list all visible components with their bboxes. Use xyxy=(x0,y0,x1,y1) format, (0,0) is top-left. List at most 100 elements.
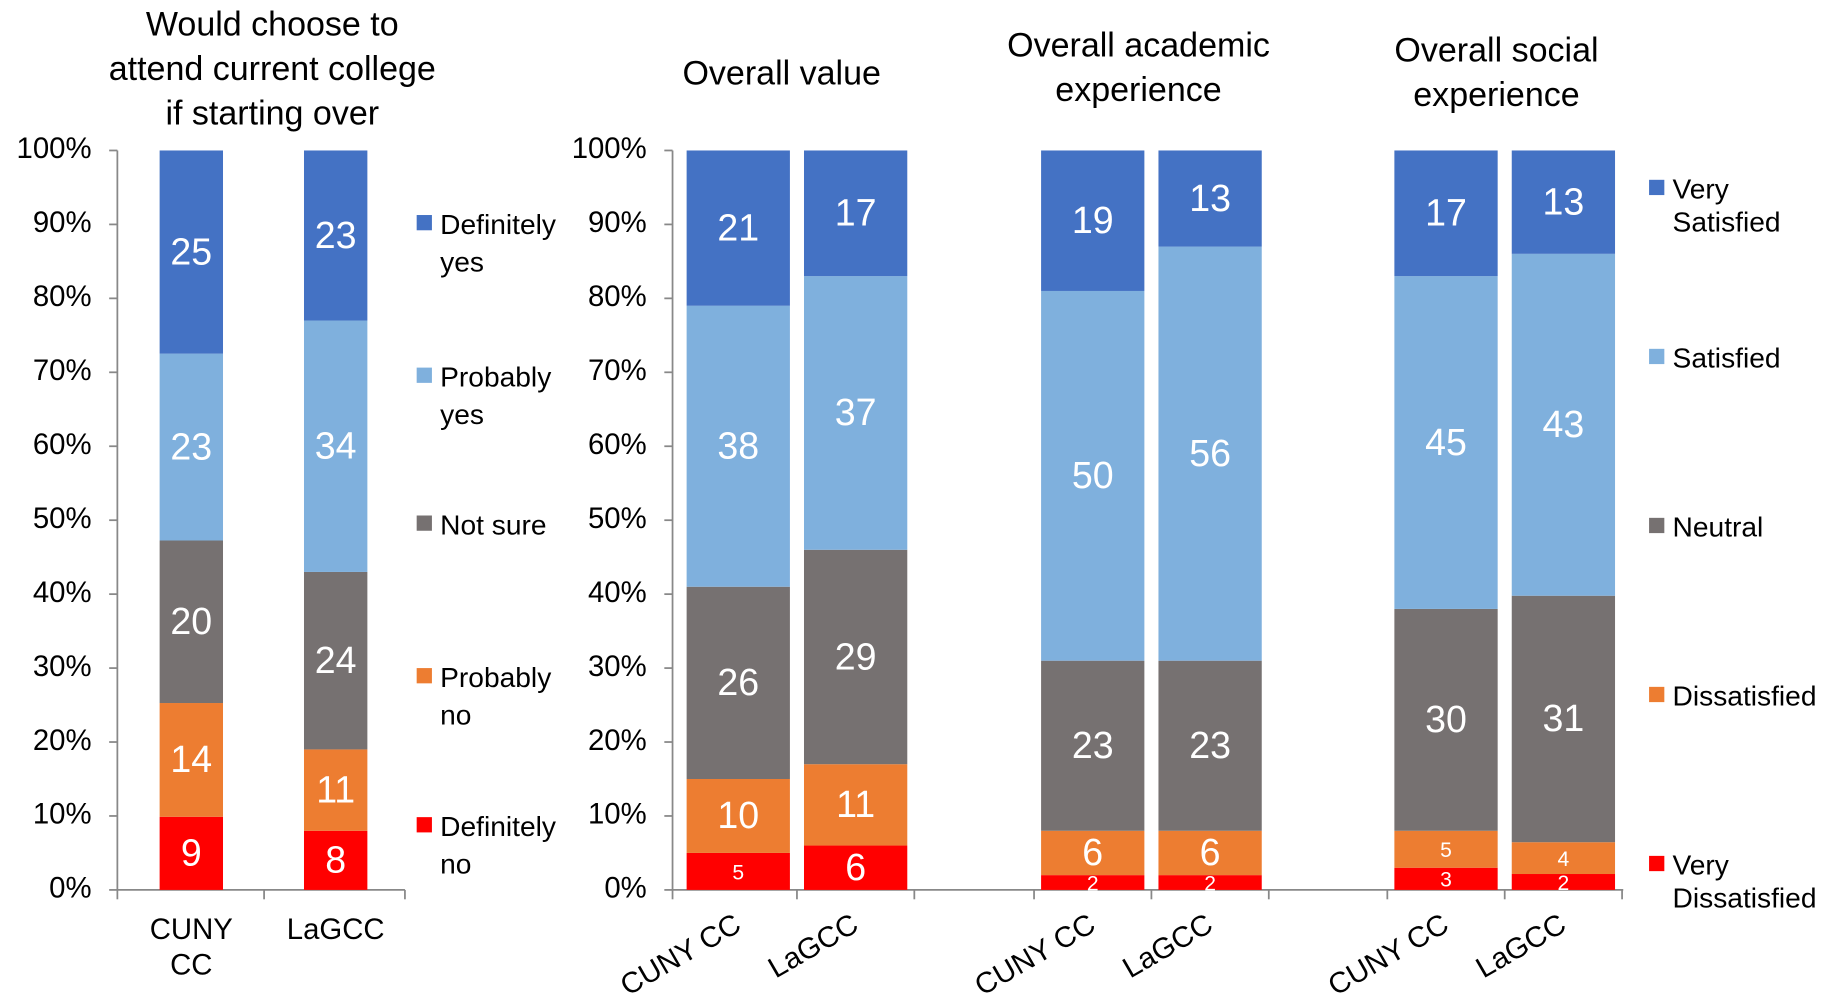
x-tick-label: CUNY CC xyxy=(150,913,233,981)
data-label: 9 xyxy=(181,832,202,874)
legend-label: Probably yes xyxy=(440,361,552,430)
legend-swatch xyxy=(416,215,432,231)
bar-segment xyxy=(1041,290,1145,661)
data-label: 23 xyxy=(315,214,357,256)
legend-label: Probably no xyxy=(440,662,552,731)
bar-segment xyxy=(159,150,224,354)
bar-segment xyxy=(1041,875,1145,890)
y-tick-label: 40% xyxy=(588,576,647,609)
y-tick-label: 60% xyxy=(588,428,647,461)
data-label: 50 xyxy=(1072,454,1114,496)
bar-segment xyxy=(303,749,368,831)
data-label: 24 xyxy=(315,639,357,681)
bar-segment xyxy=(803,549,908,765)
bar-segment xyxy=(159,540,224,704)
legend-swatch xyxy=(1649,348,1665,365)
bar-segment xyxy=(303,320,368,572)
y-tick-label: 70% xyxy=(588,354,647,387)
legend-label: Very Satisfied xyxy=(1673,174,1781,238)
data-label: 13 xyxy=(1543,180,1585,222)
bar-segment xyxy=(303,571,368,750)
bar-segment xyxy=(686,150,790,306)
data-label: 10 xyxy=(717,794,759,836)
legend-swatch xyxy=(416,817,432,833)
legend-label: Definitely yes xyxy=(440,209,557,278)
x-tick-label: CUNY CC xyxy=(1322,907,1454,1002)
legend-label: Very Dissatisfied xyxy=(1673,850,1817,914)
bar-segment xyxy=(1394,867,1498,890)
data-label: 25 xyxy=(170,230,212,272)
data-label: 23 xyxy=(1072,724,1114,766)
legend-swatch xyxy=(1649,855,1665,872)
y-tick-label: 50% xyxy=(33,502,92,535)
bar-segment xyxy=(1394,830,1498,868)
x-tick-label: LaGCC xyxy=(287,913,385,946)
y-tick-label: 30% xyxy=(588,650,647,683)
y-tick-label: 100% xyxy=(572,132,647,165)
bar-segment xyxy=(159,353,224,541)
data-label: 34 xyxy=(315,425,357,467)
data-label: 31 xyxy=(1543,697,1585,739)
y-tick-label: 30% xyxy=(33,650,92,683)
y-tick-label: 10% xyxy=(588,798,647,831)
y-tick-label: 10% xyxy=(33,798,92,831)
data-label: 2 xyxy=(1558,872,1570,895)
data-label: 21 xyxy=(717,206,759,248)
legend-swatch xyxy=(416,367,432,383)
legend-label: Neutral xyxy=(1673,512,1764,543)
data-label: 2 xyxy=(1087,872,1099,895)
bar-segment xyxy=(1511,842,1616,875)
y-tick-label: 90% xyxy=(33,206,92,239)
bar-segment xyxy=(686,778,790,853)
data-label: 8 xyxy=(325,839,346,881)
bar-segment xyxy=(803,845,908,890)
y-tick-label: 100% xyxy=(17,132,92,165)
group-title: Overall social experience xyxy=(1394,31,1598,114)
data-label: 14 xyxy=(170,738,212,780)
bar-segment xyxy=(803,764,908,846)
data-label: 43 xyxy=(1543,403,1585,445)
y-tick-label: 70% xyxy=(33,354,92,387)
data-label: 38 xyxy=(717,425,759,467)
data-label: 30 xyxy=(1425,698,1467,740)
legend-label: Not sure xyxy=(440,509,546,540)
legend-swatch xyxy=(1649,517,1665,534)
bar-segment xyxy=(1041,150,1145,291)
data-label: 3 xyxy=(1440,869,1452,892)
bar-segment xyxy=(686,852,790,890)
y-tick-label: 0% xyxy=(49,872,91,905)
data-label: 4 xyxy=(1558,848,1570,871)
bar-segment xyxy=(1158,150,1262,247)
bar-segment xyxy=(1511,595,1616,843)
bar-segment xyxy=(1394,608,1498,831)
legend-swatch xyxy=(416,668,432,684)
data-label: 5 xyxy=(732,861,744,884)
bar-segment xyxy=(686,305,790,587)
data-label: 29 xyxy=(835,635,877,677)
x-tick-label: CUNY CC xyxy=(615,907,747,1002)
bar-segment xyxy=(159,703,224,817)
data-label: 26 xyxy=(717,661,759,703)
data-label: 19 xyxy=(1072,199,1114,241)
data-label: 13 xyxy=(1189,177,1231,219)
y-tick-label: 80% xyxy=(33,280,92,313)
group-title: Overall value xyxy=(682,55,881,93)
y-tick-label: 50% xyxy=(588,502,647,535)
bar-segment xyxy=(1158,830,1262,876)
bar-segment xyxy=(1511,150,1616,254)
data-label: 6 xyxy=(1082,831,1103,873)
bar-segment xyxy=(1394,150,1498,277)
bar-segment xyxy=(1158,246,1262,661)
data-label: 37 xyxy=(835,391,877,433)
x-tick-label: CUNY CC xyxy=(969,907,1101,1002)
bar-segment xyxy=(303,150,368,321)
bar-segment xyxy=(159,816,224,890)
bar-segment xyxy=(686,586,790,779)
data-label: 6 xyxy=(845,846,866,888)
data-label: 6 xyxy=(1200,831,1221,873)
legend-swatch xyxy=(416,515,432,531)
bar-segment xyxy=(1394,276,1498,609)
data-label: 17 xyxy=(835,192,877,234)
legend-label: Satisfied xyxy=(1673,343,1781,374)
